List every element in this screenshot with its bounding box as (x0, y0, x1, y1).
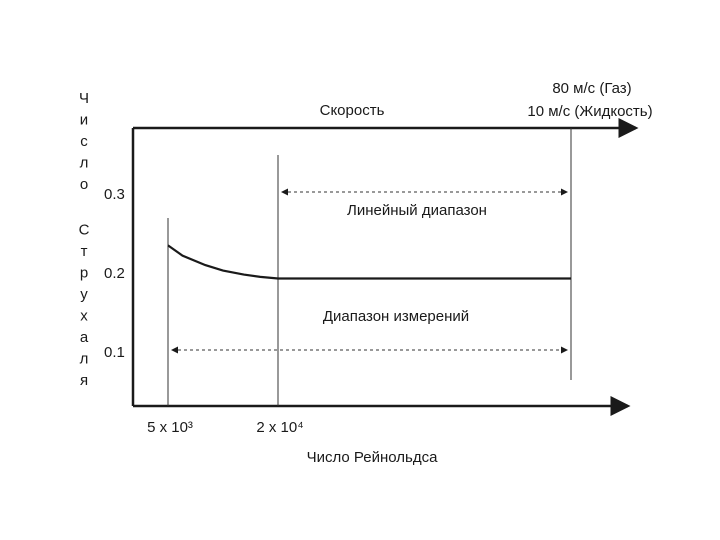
y-axis-title-letter: р (80, 265, 88, 282)
y-tick-label: 0.1 (104, 344, 125, 361)
y-axis-title-letter: с (80, 133, 88, 150)
top-axis-label: Скорость (320, 102, 385, 119)
y-tick-label: 0.2 (104, 265, 125, 282)
y-axis-title-letter: и (80, 112, 88, 129)
y-tick-labels: 0.3 0.2 0.1 (104, 186, 125, 361)
y-axis-title-letter: С (79, 222, 90, 239)
y-axis-title-letter: я (80, 372, 88, 389)
top-right-label-gas: 80 м/с (Газ) (552, 80, 631, 97)
measurement-range-label: Диапазон измерений (323, 308, 469, 325)
y-axis-title-letter: т (81, 243, 88, 260)
y-axis-title-letter: о (80, 176, 88, 193)
x-tick-label: 5 x 10³ (147, 419, 193, 436)
y-axis-title-letter: л (80, 351, 89, 368)
y-axis-title-letter: у (80, 286, 88, 303)
linear-range-label: Линейный диапазон (347, 202, 487, 219)
x-tick-labels: 5 x 10³ 2 x 10⁴ (147, 419, 304, 436)
series-line (167, 244, 571, 280)
y-tick-label: 0.3 (104, 186, 125, 203)
x-tick-label: 2 x 10⁴ (256, 419, 303, 436)
y-axis-title-letter: х (80, 308, 88, 325)
x-axis-title: Число Рейнольдса (307, 449, 438, 466)
y-axis-title-letter: Ч (79, 90, 89, 107)
y-axis-title-letter: а (80, 329, 89, 346)
top-right-label-liquid: 10 м/с (Жидкость) (527, 103, 652, 120)
y-axis-title-letter: л (80, 155, 89, 172)
